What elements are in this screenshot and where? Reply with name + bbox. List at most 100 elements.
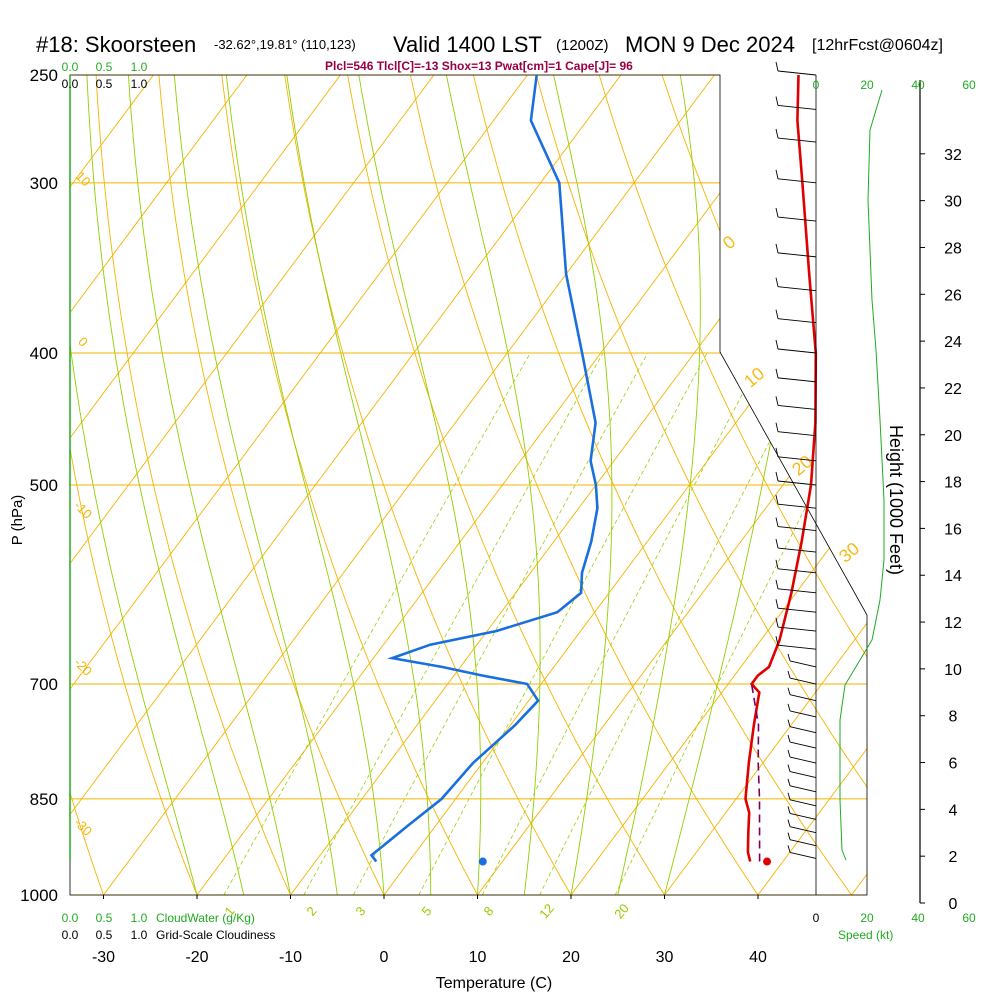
mixing-ratio-label: 2: [303, 904, 319, 919]
chart-series: [369, 74, 818, 866]
height-tick-label: 28: [944, 240, 962, 257]
moist-adiabat-line: [86, 75, 245, 895]
pressure-tick-label: 850: [30, 790, 58, 809]
cloudiness-tick-bottom: 0.5: [96, 928, 113, 942]
isotherm-label: 0: [719, 232, 740, 254]
mixing-ratio-line: [481, 352, 765, 895]
mixing-ratio-line: [418, 352, 708, 895]
mixing-ratio-line: [539, 352, 817, 895]
wind-barb: [789, 726, 817, 734]
mixing-ratio-label: 5: [418, 904, 434, 919]
height-tick-label: 10: [944, 662, 962, 679]
height-tick-label: 0: [949, 896, 958, 913]
wind-barb-flag: [775, 538, 779, 549]
theta-label: -30: [71, 815, 95, 839]
height-tick-label: 30: [944, 194, 962, 211]
height-axis-label: Height (1000 Feet): [886, 425, 906, 575]
height-tick-label: 14: [944, 568, 962, 585]
wind-barb: [777, 348, 817, 354]
pressure-tick-label: 400: [30, 344, 58, 363]
height-tick-label: 4: [949, 802, 958, 819]
wind-barb-flag: [787, 749, 791, 758]
wind-barb-flag: [775, 471, 779, 482]
wind-barb-flag: [775, 579, 779, 589]
zulu-time: (1200Z): [556, 37, 609, 54]
speed-tick-bottom: 40: [911, 911, 925, 925]
isotherm-line: [757, 75, 867, 895]
wind-barb: [777, 503, 817, 509]
mixing-ratio-line: [303, 352, 604, 895]
wind-barb: [777, 568, 817, 574]
wind-barb: [789, 741, 817, 749]
wind-barb-flag: [787, 687, 791, 695]
cloudiness-tick-top: 1.0: [131, 77, 148, 91]
wind-barb: [789, 851, 817, 859]
cloudiness-tick-top: 0.0: [62, 77, 79, 91]
wind-barb: [777, 404, 817, 410]
wind-barb-flag: [775, 495, 779, 505]
station-title: #18: Skoorsteen: [36, 32, 196, 57]
coords-text: -32.62°,19.81° (110,123): [214, 37, 356, 52]
speed-tick-top: 20: [860, 78, 874, 92]
wind-barb-flag: [775, 61, 779, 72]
temperature-profile: [744, 74, 818, 862]
wind-barb: [777, 547, 817, 553]
cloudiness-tick-bottom: 1.0: [131, 928, 148, 942]
temperature-tick-label: 10: [469, 949, 487, 966]
wind-barb-flag: [775, 243, 779, 253]
moist-adiabat-line: [173, 75, 338, 895]
mixing-ratio-line: [223, 352, 531, 895]
mixing-ratio-label: 20: [611, 901, 632, 922]
pressure-tick-label: 700: [30, 675, 58, 694]
wind-barb-flag: [787, 778, 791, 786]
dry-adiabat-line: [70, 75, 104, 895]
theta-label: 10: [73, 168, 94, 189]
wind-barb: [789, 826, 817, 834]
wind-barb-flag: [775, 396, 779, 406]
height-tick-label: 8: [949, 709, 958, 726]
chart-text: #18: Skoorsteen -32.62°,19.81° (110,123)…: [9, 32, 943, 992]
moist-adiabat-line: [617, 75, 701, 895]
wind-barb-flag: [775, 207, 779, 218]
wind-barb-flag: [775, 636, 779, 646]
pressure-tick-label: 500: [30, 476, 58, 495]
cloudwater-tick-top: 0.5: [96, 60, 113, 74]
pressure-tick-label: 1000: [20, 886, 58, 905]
wind-barb-flag: [775, 277, 779, 287]
wind-barb-flag: [775, 128, 779, 139]
wind-barb: [789, 771, 817, 779]
moist-adiabat-line: [127, 75, 291, 895]
surface-temp-marker: [763, 857, 772, 866]
dry-adiabat-line: [158, 75, 385, 895]
cloudwater-tick-bottom: 0.5: [96, 911, 113, 925]
wind-barb: [789, 839, 817, 847]
dry-adiabat-line: [850, 75, 867, 895]
wind-barb: [789, 660, 817, 668]
height-tick-label: 6: [949, 756, 958, 773]
wind-barb: [777, 588, 817, 594]
wind-barb: [789, 799, 817, 807]
indices-line: Plcl=546 Tlcl[C]=-13 Shox=13 Pwat[cm]=1 …: [325, 59, 633, 73]
moist-adiabat-line: [553, 75, 613, 895]
cloudwater-label: CloudWater (g/Kg): [156, 911, 255, 925]
cloudwater-tick-top: 0.0: [62, 60, 79, 74]
wind-barb-flag: [787, 792, 791, 800]
height-tick-label: 12: [944, 615, 962, 632]
temperature-tick-label: 20: [562, 949, 580, 966]
wind-barb-flag: [775, 617, 779, 628]
wind-barb-flag: [775, 559, 779, 569]
wind-barb: [777, 318, 817, 324]
cloudiness-tick-top: 0.5: [96, 77, 113, 91]
wind-barb: [789, 677, 817, 685]
wind-barb-flag: [787, 670, 791, 679]
speed-label: Speed (kt): [838, 928, 893, 942]
theta-label: -10: [71, 498, 95, 522]
temperature-tick-label: -30: [92, 949, 115, 966]
isotherm-line: [851, 75, 867, 895]
wind-barb: [777, 216, 817, 222]
pressure-tick-label: 300: [30, 174, 58, 193]
plot-frame: [69, 74, 868, 896]
speed-tick-bottom: 20: [860, 911, 874, 925]
